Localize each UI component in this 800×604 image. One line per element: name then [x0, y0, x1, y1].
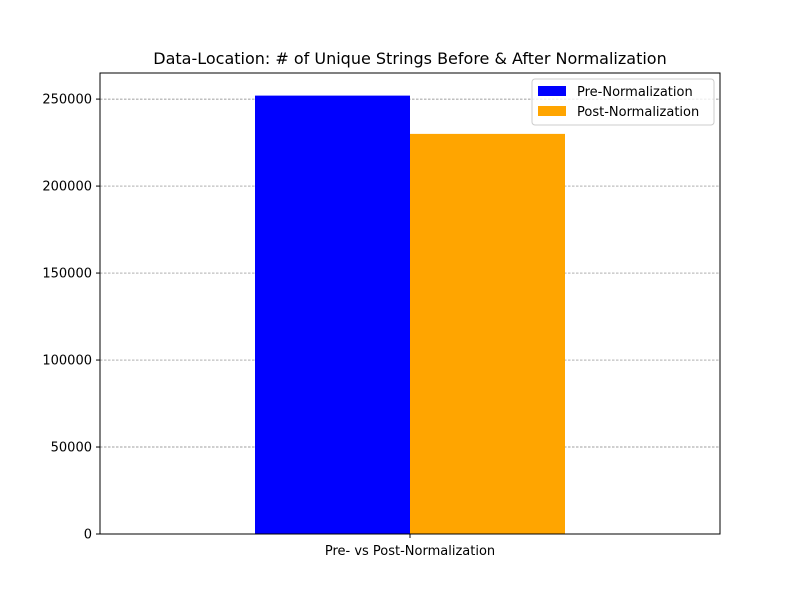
chart-title: Data-Location: # of Unique Strings Befor…: [153, 49, 666, 68]
y-tick-label-50000: 50000: [51, 441, 92, 456]
legend-swatch-pre-normalization: [538, 86, 566, 96]
legend-frame: [531, 78, 715, 126]
x-axis: Pre- vs Post-Normalization: [325, 534, 495, 559]
legend: Pre-Normalization Post-Normalization: [531, 78, 715, 126]
y-tick-label-250000: 250000: [42, 93, 92, 108]
x-tick-label: Pre- vs Post-Normalization: [325, 544, 495, 559]
y-tick-label-0: 0: [84, 528, 92, 543]
legend-swatch-post-normalization: [538, 106, 566, 116]
bars: [255, 95, 565, 535]
bar-pre-normalization: [255, 95, 410, 534]
y-tick-label-150000: 150000: [42, 267, 92, 282]
legend-label-post-normalization: Post-Normalization: [577, 105, 699, 120]
bar-post-normalization: [410, 133, 565, 535]
y-axis: 0 50000 100000 150000 200000 250000: [42, 93, 100, 543]
legend-label-pre-normalization: Pre-Normalization: [577, 85, 693, 100]
y-tick-label-200000: 200000: [42, 180, 92, 195]
y-tick-label-100000: 100000: [42, 354, 92, 369]
